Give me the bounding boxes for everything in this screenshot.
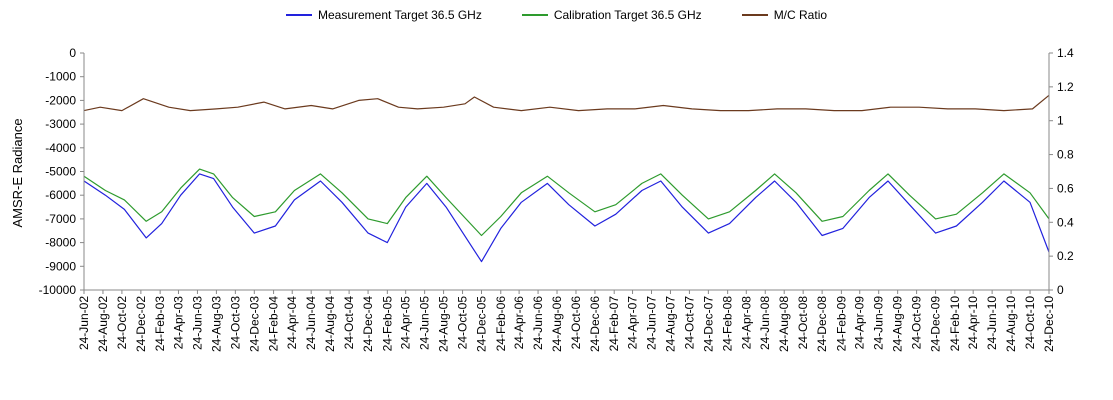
x-tick-label: 24-Jun-06 [531,296,545,350]
x-tick-label: 24-Aug-05 [437,296,451,352]
x-tick-label: 24-Jun-05 [418,296,432,350]
left-tick-label: -4000 [45,141,76,155]
legend-item-calibration: Calibration Target 36.5 GHz [521,8,702,22]
x-tick-label: 24-Dec-10 [1042,296,1056,352]
x-tick-label: 24-Jun-09 [872,296,886,350]
x-tick-label: 24-Oct-09 [910,296,924,350]
x-tick-label: 24-Aug-03 [209,296,223,352]
left-tick-label: -7000 [45,212,76,226]
x-tick-label: 24-Feb-09 [834,296,848,352]
left-tick-label: -5000 [45,165,76,179]
x-tick-label: 24-Oct-06 [569,296,583,350]
x-tick-label: 24-Oct-04 [342,296,356,350]
x-tick-label: 24-Aug-10 [1004,296,1018,352]
left-tick-label: -1000 [45,70,76,84]
x-tick-label: 24-Jun-02 [77,296,91,350]
right-tick-label: 0 [1057,283,1064,297]
left-tick-label: -2000 [45,93,76,107]
x-tick-label: 24-Oct-02 [115,296,129,350]
x-tick-label: 24-Oct-07 [682,296,696,350]
x-tick-label: 24-Oct-10 [1023,296,1037,350]
x-tick-label: 24-Oct-08 [796,296,810,350]
right-tick-label: 0.8 [1057,148,1074,162]
x-tick-label: 24-Apr-08 [739,296,753,350]
x-tick-label: 24-Aug-08 [777,296,791,352]
legend-item-mc-ratio: M/C Ratio [741,8,828,22]
x-tick-label: 24-Jun-07 [645,296,659,350]
right-tick-label: 0.6 [1057,181,1074,195]
legend-swatch-mc-ratio [741,14,768,16]
left-tick-label: 0 [69,46,76,60]
x-tick-label: 24-Apr-06 [512,296,526,350]
series-line-mc-ratio [83,94,1050,112]
right-tick-label: 1.4 [1057,46,1074,60]
x-tick-label: 24-Jun-04 [304,296,318,350]
left-tick-label: -3000 [45,117,76,131]
legend-item-measurement: Measurement Target 36.5 GHz [285,8,482,22]
x-tick-label: 24-Feb-05 [380,296,394,352]
legend-label-calibration: Calibration Target 36.5 GHz [553,8,702,22]
series-line-calibration [83,168,1050,237]
x-tick-label: 24-Feb-07 [607,296,621,352]
x-tick-label: 24-Dec-02 [134,296,148,352]
x-tick-label: 24-Apr-07 [626,296,640,350]
plot-area [83,94,1050,263]
x-tick-label: 24-Aug-09 [891,296,905,352]
right-y-axis: 1.4 1.2 1 0.8 0.6 0.4 0.2 0 [1048,46,1074,297]
right-tick-label: 0.2 [1057,249,1074,263]
x-tick-label: 24-Apr-05 [399,296,413,350]
x-tick-label: 24-Aug-07 [663,296,677,352]
x-tick-label: 24-Jun-10 [985,296,999,350]
x-tick-label: 24-Feb-04 [267,296,281,352]
chart-legend: Measurement Target 36.5 GHz Calibration … [0,8,1113,22]
x-tick-label: 24-Feb-06 [494,296,508,352]
x-tick-label: 24-Apr-10 [966,296,980,350]
x-tick-label: 24-Aug-06 [550,296,564,352]
x-tick-label: 24-Feb-03 [153,296,167,352]
right-tick-label: 1.2 [1057,80,1074,94]
left-tick-label: -10000 [39,283,77,297]
x-axis: 24-Jun-02 24-Aug-02 24-Oct-02 24-Dec-02 24-F… [77,289,1056,352]
x-tick-label: 24-Dec-08 [815,296,829,352]
legend-label-measurement: Measurement Target 36.5 GHz [317,8,482,22]
left-tick-label: -9000 [45,259,76,273]
x-tick-label: 24-Feb-10 [948,296,962,352]
x-tick-label: 24-Dec-04 [361,296,375,352]
x-tick-label: 24-Apr-04 [285,296,299,350]
x-tick-label: 24-Apr-09 [853,296,867,350]
legend-swatch-calibration [521,14,548,16]
x-tick-label: 24-Feb-08 [721,296,735,352]
y-axis-title: AMSR-E Radiance [10,118,25,227]
right-tick-label: 1 [1057,114,1064,128]
legend-swatch-measurement [285,14,312,16]
x-tick-label: 24-Apr-03 [171,296,185,350]
legend-label-mc-ratio: M/C Ratio [773,8,828,22]
x-tick-label: 24-Aug-04 [323,296,337,352]
x-tick-label: 24-Oct-05 [456,296,470,350]
x-tick-label: 24-Dec-05 [474,296,488,352]
series-line-measurement [83,173,1050,263]
right-tick-label: 0.4 [1057,215,1074,229]
left-y-axis: 0 -1000 -2000 -3000 -4000 -5000 -6000 -7000 -800… [39,46,85,297]
x-tick-label: 24-Aug-02 [96,296,110,352]
x-tick-label: 24-Oct-03 [228,296,242,350]
left-tick-label: -6000 [45,188,76,202]
x-tick-label: 24-Jun-03 [190,296,204,350]
x-tick-label: 24-Dec-09 [929,296,943,352]
x-tick-label: 24-Dec-07 [701,296,715,352]
left-tick-label: -8000 [45,236,76,250]
x-tick-label: 24-Dec-06 [588,296,602,352]
x-tick-label: 24-Dec-03 [247,296,261,352]
x-tick-label: 24-Jun-08 [758,296,772,350]
